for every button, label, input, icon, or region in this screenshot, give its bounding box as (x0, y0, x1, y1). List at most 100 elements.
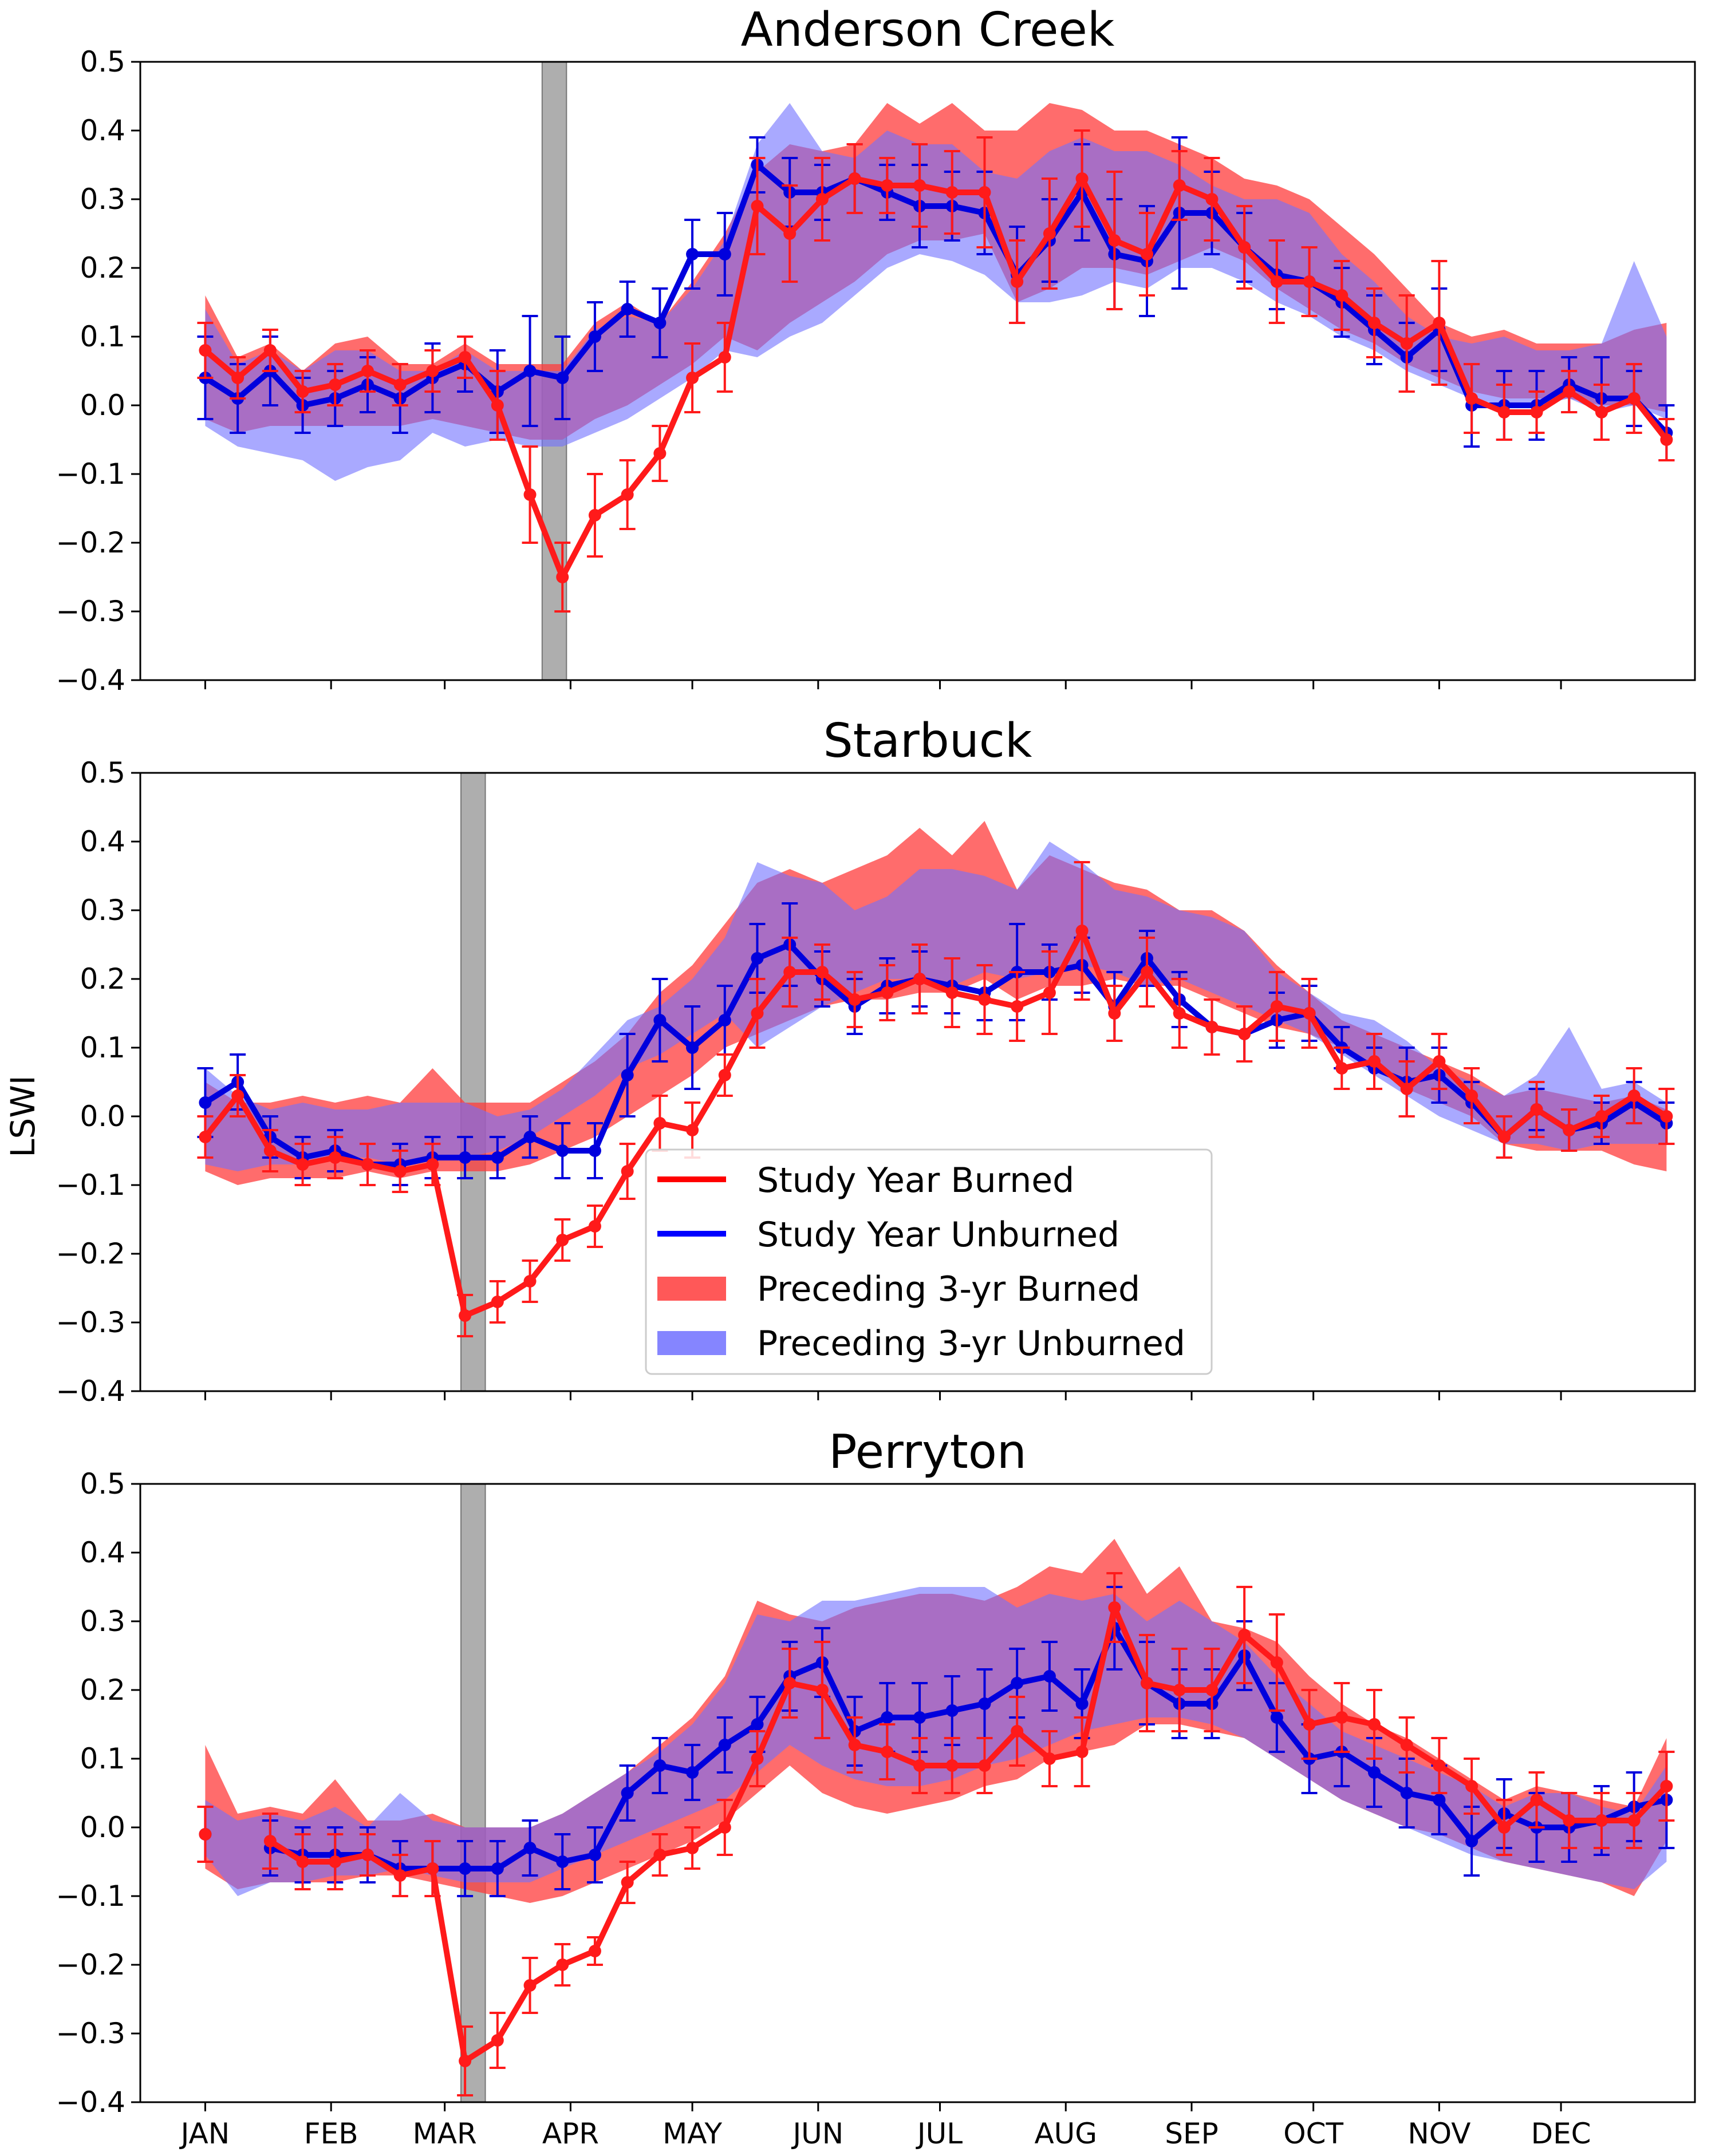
x-tick-label: APR (542, 2117, 599, 2150)
point-burned (1011, 275, 1024, 288)
point-burned (296, 1158, 309, 1171)
point-burned (978, 186, 991, 199)
point-unburned (718, 248, 731, 260)
legend-label-preceding-unburned: Preceding 3-yr Unburned (757, 1324, 1185, 1364)
point-burned (1205, 1684, 1219, 1696)
point-burned (621, 488, 634, 501)
band-preceding-unburned (205, 842, 1667, 1171)
legend-frame (645, 1148, 1213, 1375)
y-tick-label: 0.4 (80, 114, 125, 147)
point-burned (1238, 1629, 1251, 1641)
point-burned (848, 993, 861, 1006)
point-burned (1108, 234, 1121, 247)
point-burned (1563, 1124, 1576, 1136)
point-burned (1400, 1083, 1413, 1095)
point-burned (588, 1945, 601, 1957)
point-burned (881, 986, 894, 999)
point-burned (1465, 392, 1478, 405)
point-burned (1433, 317, 1446, 329)
y-tick-label: 0.1 (80, 320, 125, 353)
x-tick-label: JUL (916, 2117, 963, 2150)
y-tick-label: 0.3 (80, 183, 125, 216)
line-study-burned (269, 1605, 1669, 2064)
y-tick-label: 0.4 (80, 1536, 125, 1569)
point-unburned (491, 1862, 504, 1875)
point-burned (1075, 1746, 1089, 1758)
point-unburned (686, 248, 699, 260)
point-unburned (588, 1849, 601, 1861)
y-tick-label: 0.1 (80, 1742, 125, 1775)
point-burned (199, 1828, 212, 1841)
point-burned (1595, 406, 1608, 418)
point-burned (1303, 275, 1316, 288)
point-burned (653, 447, 667, 460)
point-burned (1205, 1021, 1219, 1033)
point-unburned (1400, 1787, 1413, 1799)
point-burned (815, 1684, 829, 1696)
point-burned (1367, 1718, 1381, 1731)
point-burned (393, 1869, 407, 1882)
point-unburned (588, 330, 601, 343)
point-unburned (459, 1862, 472, 1875)
point-unburned (686, 1766, 699, 1779)
point-burned (686, 1124, 699, 1136)
x-tick-label: OCT (1283, 2117, 1343, 2150)
point-burned (1270, 1656, 1283, 1669)
y-tick-label: −0.1 (56, 457, 125, 491)
point-burned (393, 378, 407, 391)
panel-perryton: Perryton −0.4 −0.3 −0.2 −0.1 0.0 0.1 0.2 0.3 0.4… (56, 1425, 1696, 2150)
point-burned (491, 399, 504, 412)
point-burned (1660, 433, 1673, 446)
point-burned (1563, 385, 1576, 398)
point-burned (913, 1759, 926, 1772)
point-unburned (1011, 1677, 1024, 1689)
y-tick-label: 0.1 (80, 1031, 125, 1064)
point-burned (1303, 1007, 1316, 1020)
point-burned (1141, 1677, 1154, 1689)
y-tick-label: −0.3 (56, 2017, 125, 2050)
y-tick-label: 0.3 (80, 1605, 125, 1638)
point-burned (296, 385, 309, 398)
point-burned (1043, 986, 1056, 999)
point-burned (718, 351, 731, 364)
point-burned (1627, 1814, 1641, 1827)
point-burned (783, 1677, 797, 1689)
point-burned (1335, 289, 1349, 302)
panel-title: Perryton (829, 1425, 1027, 1479)
point-burned (1563, 1814, 1576, 1827)
point-burned (945, 186, 959, 199)
legend-swatch-burned-band (657, 1277, 726, 1301)
y-tick-label: 0.2 (80, 1673, 125, 1707)
point-burned (751, 1007, 764, 1020)
point-unburned (588, 1144, 601, 1157)
point-burned (1043, 227, 1056, 240)
panel-title: Starbuck (823, 714, 1032, 768)
point-burned (523, 488, 537, 501)
x-tick-label: FEB (304, 2117, 358, 2150)
fire-period-bar (460, 773, 486, 1391)
point-burned (1303, 1718, 1316, 1731)
y-tick-label: −0.3 (56, 1306, 125, 1339)
y-tick-label: −0.4 (56, 2086, 125, 2119)
point-burned (978, 1759, 991, 1772)
point-unburned (523, 1131, 537, 1143)
point-burned (1400, 1739, 1413, 1751)
point-burned (686, 372, 699, 384)
point-unburned (491, 1151, 504, 1164)
point-burned (1205, 193, 1219, 206)
y-tick-label: −0.4 (56, 1375, 125, 1408)
point-burned (913, 179, 926, 192)
point-burned (199, 1131, 212, 1143)
point-burned (783, 966, 797, 978)
y-tick-label: 0.2 (80, 251, 125, 285)
point-burned (263, 1144, 277, 1157)
point-unburned (556, 1855, 569, 1868)
point-burned (361, 1158, 374, 1171)
y-tick-label: −0.4 (56, 664, 125, 697)
fire-period-bar (460, 1484, 486, 2102)
point-burned (1660, 1110, 1673, 1123)
point-burned (361, 365, 374, 377)
point-burned (686, 1842, 699, 1854)
point-burned (1238, 241, 1251, 254)
